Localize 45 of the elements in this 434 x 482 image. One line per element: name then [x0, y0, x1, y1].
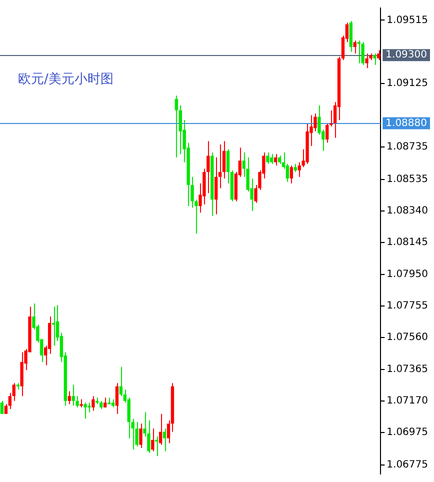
candlestick — [361, 42, 364, 66]
candlestick — [178, 104, 182, 155]
candlestick — [88, 402, 91, 413]
candlestick — [373, 52, 376, 66]
candlestick — [214, 156, 218, 215]
candlestick — [298, 162, 301, 178]
y-tick-label: 1.07560 — [386, 332, 428, 344]
y-tick-label: 1.07365 — [386, 364, 428, 375]
candlestick — [162, 428, 166, 452]
candlestick — [318, 104, 321, 136]
candlestick — [353, 40, 356, 54]
ref-line-label: 1.08880 — [386, 118, 428, 129]
candlestick — [326, 122, 329, 144]
candlestick — [84, 402, 87, 420]
candlestick — [377, 50, 380, 60]
y-tick-label: 1.07170 — [386, 396, 428, 407]
candlestick — [159, 413, 162, 446]
candlestick — [119, 366, 123, 397]
candlestick — [92, 396, 95, 412]
candlestick — [270, 154, 274, 164]
y-tick-label: 1.06775 — [386, 460, 428, 471]
candlestick — [365, 52, 368, 69]
ref-line-label: 1.09300 — [386, 50, 428, 61]
y-tick-label: 1.09515 — [386, 14, 428, 26]
candlestick — [274, 154, 278, 166]
candlestick — [72, 384, 75, 406]
candlestick — [174, 95, 178, 158]
y-tick-label: 1.08145 — [386, 237, 428, 248]
candlestick — [0, 400, 4, 414]
y-tick-label: 1.08735 — [386, 141, 428, 152]
y-tick-label: 1.08535 — [386, 174, 428, 185]
text: 欧元/美元小时图 — [18, 71, 114, 87]
candlestick — [139, 423, 142, 449]
candlestick — [68, 390, 71, 405]
y-tick-label: 1.07950 — [386, 268, 428, 280]
candlestick — [115, 382, 119, 414]
y-tick-label: 1.09125 — [386, 78, 428, 90]
y-tick-label: 1.08340 — [386, 206, 428, 217]
candlestick — [290, 165, 294, 184]
y-tick-label: 1.07755 — [386, 300, 428, 312]
candlestick — [103, 397, 107, 408]
y-tick-label: 1.06975 — [386, 427, 428, 438]
candlestick — [151, 428, 154, 452]
candlestick — [135, 422, 138, 447]
candlestick — [266, 152, 270, 164]
